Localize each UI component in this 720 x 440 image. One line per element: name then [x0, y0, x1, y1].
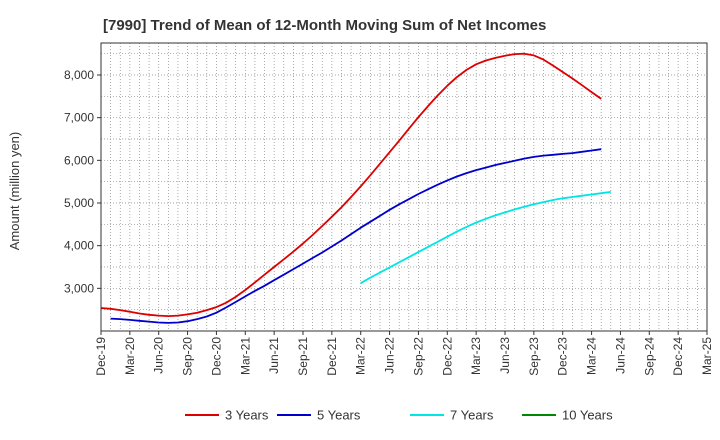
- y-tick-label: 8,000: [64, 68, 94, 82]
- plot-background: [101, 43, 707, 331]
- x-tick-label: Sep-21: [296, 337, 310, 376]
- y-axis-label: Amount (million yen): [7, 132, 22, 251]
- legend-label: 10 Years: [562, 408, 613, 423]
- x-tick-label: Dec-23: [556, 337, 570, 376]
- y-tick-label: 4,000: [64, 239, 94, 253]
- x-tick-label: Dec-19: [94, 337, 108, 376]
- series-line-5-years: [110, 148, 602, 324]
- x-tick-label: Sep-23: [527, 337, 541, 376]
- plot-area: 3,000 4,000 5,000 6,000 7,000 8,000 Dec-19 Mar-…: [64, 42, 714, 376]
- x-tick-label: Jun-22: [383, 337, 397, 374]
- x-tick-label: Mar-24: [585, 337, 599, 375]
- x-tick-label: Sep-20: [181, 337, 195, 376]
- legend-label: 3 Years: [225, 408, 269, 423]
- y-tick-label: 3,000: [64, 281, 94, 295]
- x-tick-label: Mar-22: [354, 337, 368, 375]
- x-tick-label: Jun-24: [613, 337, 627, 374]
- x-tick-label: Mar-20: [123, 337, 137, 375]
- y-tick-label: 5,000: [64, 196, 94, 210]
- x-tick-label: Mar-23: [469, 337, 483, 375]
- plot-frame: [100, 42, 708, 332]
- y-tick-label: 7,000: [64, 111, 94, 125]
- legend-label: 7 Years: [450, 408, 494, 423]
- x-tick-label: Jun-20: [152, 337, 166, 374]
- x-tick-label: Dec-21: [325, 337, 339, 376]
- x-tick-label: Dec-20: [209, 337, 223, 376]
- x-tick-label: Dec-24: [671, 337, 685, 376]
- x-tick-label: Mar-21: [238, 337, 252, 375]
- chart-title: [7990] Trend of Mean of 12-Month Moving …: [103, 17, 546, 34]
- x-tick-label: Mar-25: [700, 337, 714, 375]
- x-tick-label: Jun-21: [267, 337, 281, 374]
- series-line-3-years: [100, 52, 602, 318]
- x-tick-label: Sep-24: [642, 337, 656, 376]
- x-tick-label: Dec-22: [440, 337, 454, 376]
- legend: 3 Years 5 Years 7 Years 10 Years: [185, 408, 613, 423]
- legend-label: 5 Years: [317, 408, 361, 423]
- y-tick-label: 6,000: [64, 153, 94, 167]
- x-tick-label: Jun-23: [498, 337, 512, 374]
- series-line-7-years: [360, 191, 611, 284]
- x-tick-label: Sep-22: [411, 337, 425, 376]
